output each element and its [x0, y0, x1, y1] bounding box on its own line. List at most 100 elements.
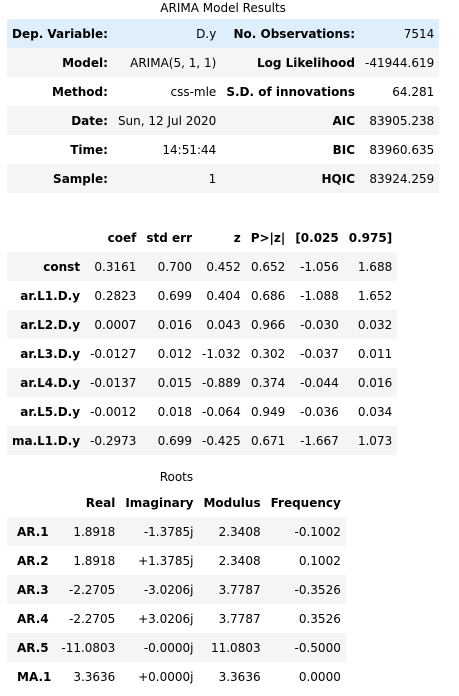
root-value: 3.3636: [73, 669, 116, 684]
root-value: -2.2705: [68, 611, 116, 626]
summary-label: HQIC: [221, 164, 360, 193]
coefficient-value: 0.966: [245, 310, 291, 339]
summary-label: Date:: [7, 106, 113, 135]
coefficient-value: 0.3161: [85, 252, 142, 281]
root-name: MA.1: [17, 669, 52, 684]
coefficient-column-header: P>|z|: [250, 230, 286, 245]
root-value: 1.8918: [73, 553, 116, 568]
root-value: 3.7787: [198, 575, 266, 604]
summary-label: Dep. Variable:: [7, 19, 113, 48]
summary-label: Model:: [7, 48, 113, 77]
coefficient-value: 1.688: [343, 252, 398, 281]
coefficient-column-header: z: [233, 230, 241, 245]
coefficient-value: -0.030: [290, 310, 344, 339]
coefficient-row: const 0.3161 0.700 0.452 0.652 -1.056 1.688: [7, 252, 398, 281]
summary-row: Date: Sun, 12 Jul 2020 AIC 83905.238: [7, 106, 440, 135]
roots-row: AR.3 -2.2705 -3.0206j 3.7787 -0.3526: [7, 575, 346, 604]
coefficient-term-name: const: [7, 252, 86, 281]
arima-summary-table: ARIMA Model Results Dep. Variable: D.y No.…: [7, 0, 440, 193]
root-value: 2.3408: [198, 517, 266, 546]
summary-value: 83924.259: [360, 164, 440, 193]
roots-row: MA.1 3.3636 +0.0000j 3.3636 0.0000: [7, 662, 346, 691]
summary-row: Time: 14:51:44 BIC 83960.635: [7, 135, 439, 164]
roots-row: AR.5 -11.0803 -0.0000j 11.0803 -0.5000: [7, 633, 346, 662]
roots-row: AR.1 1.8918 -1.3785j 2.3408 -0.1002: [7, 517, 346, 546]
coefficient-value: -0.0137: [85, 368, 142, 397]
roots-column-header: Imaginary: [125, 495, 194, 510]
summary-label: AIC: [221, 106, 360, 135]
coefficient-value: 0.2823: [94, 288, 137, 303]
coefficient-value: 0.302: [250, 346, 286, 361]
coefficient-value: -1.032: [202, 346, 241, 361]
coefficient-value: -1.056: [290, 252, 344, 281]
root-value: +0.0000j: [138, 669, 194, 684]
coefficient-table: coef std err z P>|z| [0.025 0.975] const 0.316…: [7, 223, 398, 455]
root-value: 3.3636: [218, 669, 261, 684]
summary-label: Sample:: [7, 164, 113, 193]
summary-label: S.D. of innovations: [226, 84, 355, 99]
root-value: 3.7787: [218, 611, 261, 626]
coefficient-value: 0.699: [141, 426, 198, 455]
roots-row: AR.2 1.8918 +1.3785j 2.3408 0.1002: [7, 546, 346, 575]
coefficient-value: -0.064: [202, 404, 241, 419]
coefficient-term-name: ar.L1.D.y: [20, 288, 81, 303]
root-name: AR.4: [17, 611, 49, 626]
roots-column-header: Real: [85, 495, 116, 510]
roots-header-row: Real Imaginary Modulus Frequency: [7, 488, 346, 517]
root-value: -3.0206j: [120, 575, 199, 604]
summary-value: D.y: [112, 19, 222, 48]
summary-row: Model: ARIMA(5, 1, 1) Log Likelihood -41944…: [7, 48, 440, 77]
coefficient-term-name: ar.L4.D.y: [7, 368, 86, 397]
coefficient-value: 0.018: [157, 404, 193, 419]
coefficient-term-name: ar.L3.D.y: [20, 346, 81, 361]
roots-row: AR.4 -2.2705 +3.0206j 3.7787 0.3526: [7, 604, 346, 633]
roots-caption: Roots: [159, 470, 194, 484]
roots-corner-cell: [7, 488, 56, 517]
coefficient-value: -0.0012: [90, 404, 137, 419]
root-value: 11.0803: [198, 633, 266, 662]
coefficient-value: 0.452: [197, 252, 246, 281]
coefficient-column-header: coef: [107, 230, 137, 245]
summary-value: 64.281: [392, 84, 435, 99]
root-value: 0.0000: [298, 669, 341, 684]
summary-value: 83960.635: [369, 142, 435, 157]
root-value: 2.3408: [218, 553, 261, 568]
coefficient-value: 0.034: [357, 404, 393, 419]
summary-value: ARIMA(5, 1, 1): [112, 48, 222, 77]
root-name: AR.2: [17, 553, 49, 568]
summary-label: Method:: [51, 84, 108, 99]
roots-table: Roots Real Imaginary Modulus Frequency AR.1…: [7, 469, 346, 691]
root-name: AR.3: [7, 575, 57, 604]
coefficient-value: 0.686: [250, 288, 286, 303]
coefficient-value: 1.073: [343, 426, 398, 455]
coefficient-value: -0.2973: [85, 426, 142, 455]
summary-value: 1: [112, 164, 222, 193]
root-value: -11.0803: [56, 633, 121, 662]
root-name: AR.1: [7, 517, 57, 546]
coefficient-value: 0.0007: [85, 310, 142, 339]
coefficient-value: 0.404: [206, 288, 241, 303]
coefficient-value: 1.652: [357, 288, 393, 303]
coefficient-row: ma.L1.D.y -0.2973 0.699 -0.425 0.671 -1.667 1.…: [7, 426, 398, 455]
summary-value: Sun, 12 Jul 2020: [112, 106, 222, 135]
coefficient-corner-cell: [7, 223, 85, 252]
coefficient-value: 0.700: [141, 252, 198, 281]
root-value: -1.3785j: [120, 517, 199, 546]
coefficient-value: -1.667: [290, 426, 344, 455]
coefficient-value: -0.889: [197, 368, 246, 397]
coefficient-value: 0.949: [250, 404, 286, 419]
coefficient-term-name: ar.L2.D.y: [7, 310, 86, 339]
coefficient-value: 0.015: [141, 368, 198, 397]
coefficient-value: -0.036: [300, 404, 339, 419]
root-value: -0.0000j: [120, 633, 199, 662]
summary-caption: ARIMA Model Results: [160, 1, 286, 15]
root-value: 0.1002: [298, 553, 341, 568]
summary-row: Method: css-mle S.D. of innovations 64.281: [7, 77, 439, 106]
summary-row: Sample: 1 HQIC 83924.259: [7, 164, 440, 193]
summary-label: Log Likelihood: [221, 48, 360, 77]
coefficient-value: 0.016: [141, 310, 198, 339]
coefficient-value: -1.088: [300, 288, 339, 303]
coefficient-header-row: coef std err z P>|z| [0.025 0.975]: [7, 223, 397, 252]
coefficient-column-header: [0.025: [295, 230, 339, 245]
root-value: -0.1002: [265, 517, 346, 546]
